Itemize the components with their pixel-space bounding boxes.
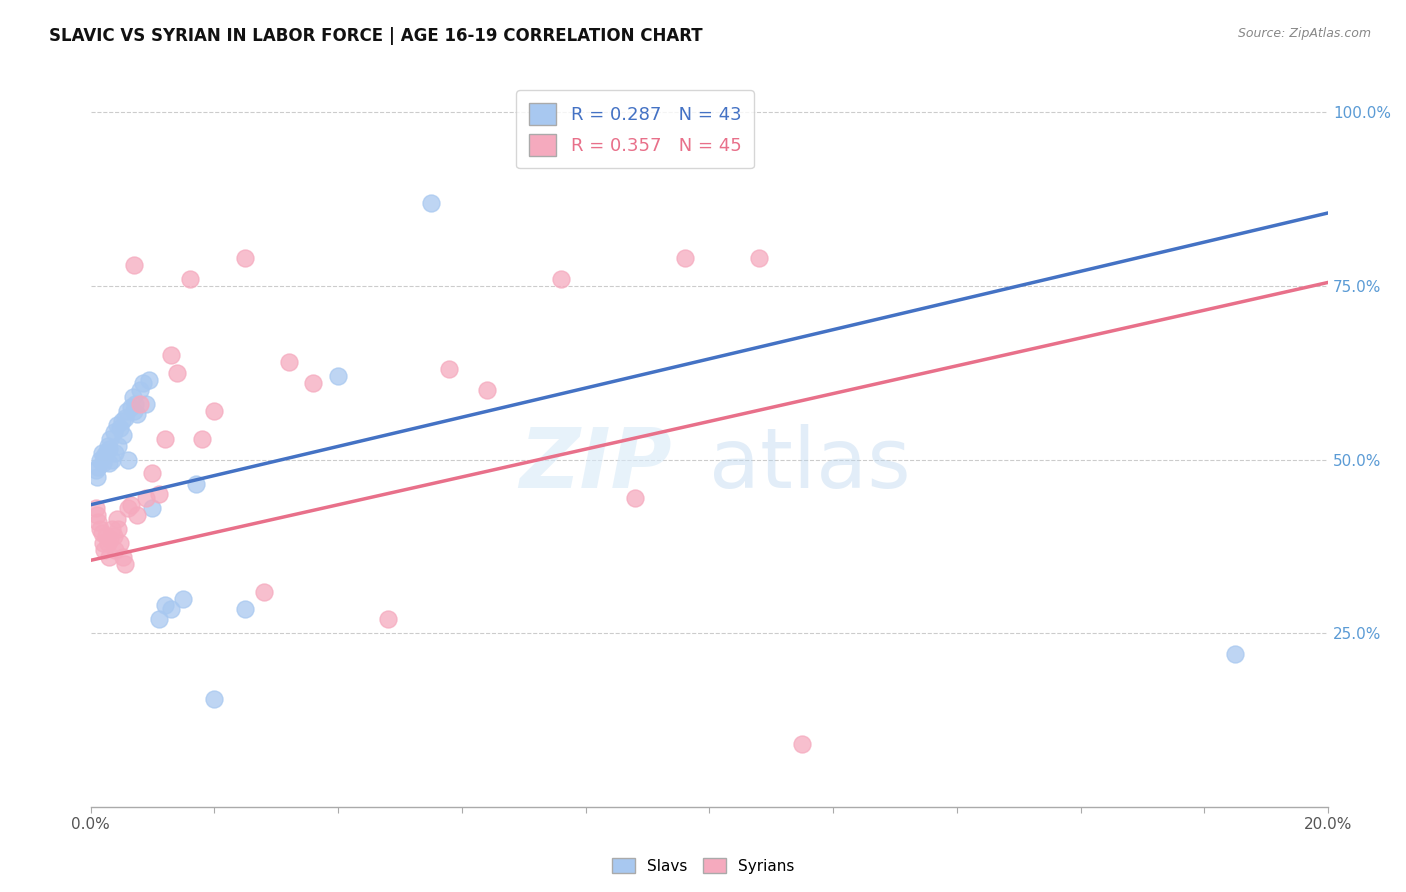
Point xyxy=(97,536,120,550)
Point xyxy=(202,692,225,706)
Text: SLAVIC VS SYRIAN IN LABOR FORCE | AGE 16-19 CORRELATION CHART: SLAVIC VS SYRIAN IN LABOR FORCE | AGE 16… xyxy=(49,27,703,45)
Point xyxy=(302,376,325,391)
Point xyxy=(101,522,124,536)
Point xyxy=(673,251,696,265)
Point xyxy=(91,536,114,550)
Point xyxy=(114,410,136,425)
Point xyxy=(153,599,176,613)
Point xyxy=(90,445,112,459)
Point xyxy=(90,525,112,540)
Point xyxy=(122,404,145,418)
Point xyxy=(179,272,201,286)
Point xyxy=(103,425,125,439)
Point xyxy=(148,612,170,626)
Point xyxy=(104,445,127,459)
Point xyxy=(792,738,814,752)
Point xyxy=(98,456,121,470)
Point xyxy=(132,376,155,391)
Point xyxy=(624,491,647,505)
Point xyxy=(86,508,108,523)
Point xyxy=(84,463,107,477)
Point xyxy=(94,445,117,459)
Point xyxy=(419,195,441,210)
Point xyxy=(111,428,134,442)
Text: atlas: atlas xyxy=(710,424,911,505)
Point xyxy=(121,390,143,404)
Point xyxy=(550,272,572,286)
Point xyxy=(172,591,194,606)
Point xyxy=(120,498,142,512)
Point xyxy=(202,404,225,418)
Point xyxy=(87,459,110,474)
Point xyxy=(138,373,160,387)
Point xyxy=(114,557,136,571)
Legend: R = 0.287   N = 43, R = 0.357   N = 45: R = 0.287 N = 43, R = 0.357 N = 45 xyxy=(516,90,754,169)
Point xyxy=(104,542,127,557)
Point xyxy=(86,470,108,484)
Point xyxy=(107,439,129,453)
Point xyxy=(93,449,115,463)
Point xyxy=(117,452,139,467)
Point xyxy=(233,602,256,616)
Point xyxy=(748,251,770,265)
Point xyxy=(94,529,117,543)
Point xyxy=(439,362,461,376)
Point xyxy=(141,467,163,481)
Point xyxy=(89,452,111,467)
Point xyxy=(153,432,176,446)
Point xyxy=(98,442,121,457)
Point xyxy=(100,533,122,547)
Point xyxy=(135,397,157,411)
Y-axis label: In Labor Force | Age 16-19: In Labor Force | Age 16-19 xyxy=(0,341,8,543)
Point xyxy=(120,401,142,415)
Point xyxy=(117,501,139,516)
Text: Source: ZipAtlas.com: Source: ZipAtlas.com xyxy=(1237,27,1371,40)
Point xyxy=(233,251,256,265)
Point xyxy=(141,501,163,516)
Point xyxy=(135,491,157,505)
Point xyxy=(160,348,183,362)
Point xyxy=(100,432,122,446)
Point xyxy=(1225,647,1247,661)
Point xyxy=(184,476,207,491)
Point xyxy=(148,487,170,501)
Point xyxy=(105,417,128,432)
Point xyxy=(110,414,132,428)
Point xyxy=(103,529,125,543)
Point xyxy=(115,404,138,418)
Point xyxy=(111,549,134,564)
Point xyxy=(110,421,132,435)
Point xyxy=(326,369,349,384)
Point xyxy=(105,511,128,525)
Point xyxy=(84,501,107,516)
Point xyxy=(129,397,152,411)
Point xyxy=(124,397,146,411)
Point xyxy=(98,549,121,564)
Point xyxy=(107,522,129,536)
Legend: Slavs, Syrians: Slavs, Syrians xyxy=(606,852,800,880)
Text: ZIP: ZIP xyxy=(520,424,672,505)
Point xyxy=(129,383,152,397)
Point xyxy=(377,612,399,626)
Point xyxy=(253,584,276,599)
Point xyxy=(125,408,148,422)
Point xyxy=(91,456,114,470)
Point xyxy=(97,439,120,453)
Point xyxy=(160,602,183,616)
Point xyxy=(122,258,145,272)
Point xyxy=(89,522,111,536)
Point xyxy=(93,542,115,557)
Point xyxy=(101,452,124,467)
Point xyxy=(475,383,498,397)
Point xyxy=(87,515,110,529)
Point xyxy=(125,508,148,523)
Point xyxy=(166,366,188,380)
Point xyxy=(277,355,299,369)
Point xyxy=(110,536,132,550)
Point xyxy=(191,432,214,446)
